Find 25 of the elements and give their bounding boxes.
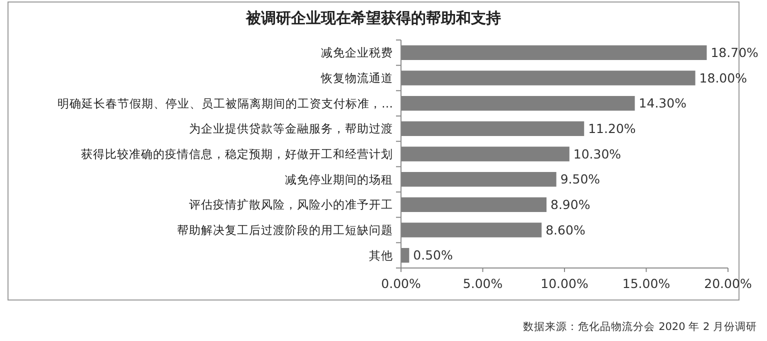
x-tick-label: 20.00% (704, 276, 752, 291)
data-label: 11.20% (588, 121, 636, 136)
x-tick-label: 5.00% (462, 276, 503, 291)
y-tick-label: 减免企业税费 (321, 46, 393, 60)
data-label: 9.50% (560, 172, 600, 187)
data-label: 18.00% (699, 70, 748, 86)
y-tick-label: 明确延长春节假期、停业、员工被隔离期间的工资支付标准，… (58, 96, 393, 110)
y-tick-label: 评估疫情扩散风险，风险小的准予开工 (189, 198, 393, 212)
data-label: 0.50% (413, 248, 454, 263)
data-label: 18.70% (710, 45, 759, 60)
x-tick-label: 15.00% (622, 276, 670, 291)
y-tick-label: 帮助解决复工后过渡阶段的用工短缺问题 (177, 223, 393, 238)
y-tick-label: 其他 (369, 248, 393, 262)
x-tick-label: 0.00% (381, 276, 421, 291)
data-label: 14.30% (638, 96, 687, 111)
y-tick-label: 减免停业期间的场租 (285, 172, 393, 186)
y-tick-label: 恢复物流通道 (320, 71, 393, 86)
y-tick-label: 为企业提供贷款等金融服务，帮助过渡 (189, 122, 393, 136)
chart-title: 被调研企业现在希望获得的帮助和支持 (245, 9, 501, 27)
data-label: 8.60% (546, 222, 586, 238)
source-note: 数据来源：危化品物流分会 2020 年 2 月份调研 (523, 320, 757, 333)
y-tick-label: 获得比较准确的疫情信息，稳定预期，好做开工和经营计划 (81, 147, 393, 162)
data-label: 8.90% (550, 197, 590, 212)
data-label: 10.30% (573, 146, 622, 162)
x-tick-label: 10.00% (540, 276, 588, 291)
